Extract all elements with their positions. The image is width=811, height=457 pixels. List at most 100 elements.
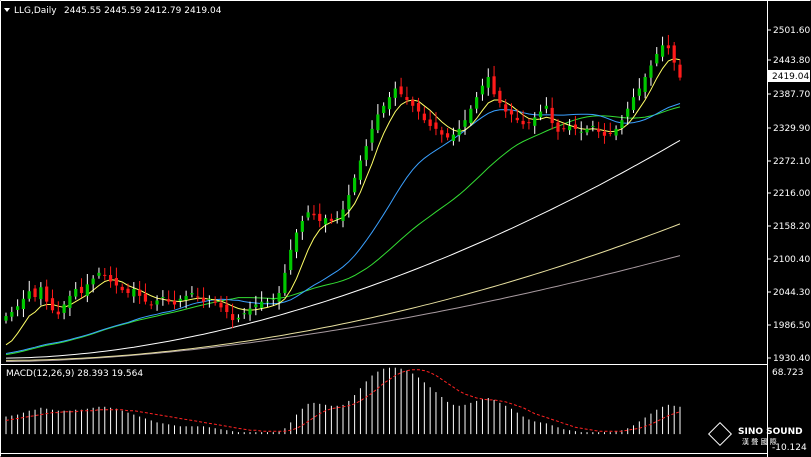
- candle-body: [463, 120, 467, 127]
- candle: [201, 287, 206, 308]
- candle-body: [265, 301, 270, 303]
- candle: [329, 213, 333, 224]
- candle-body: [382, 105, 386, 114]
- candle-body: [655, 53, 659, 64]
- menu-triangle-icon[interactable]: [4, 8, 10, 12]
- candle: [655, 47, 659, 67]
- candle-body: [353, 177, 357, 193]
- candle-body: [201, 297, 206, 302]
- candle-body: [120, 286, 124, 291]
- candle-body: [306, 212, 310, 218]
- candle-body: [445, 133, 450, 138]
- candle-body: [213, 301, 217, 303]
- candle-body: [631, 97, 636, 111]
- candle: [353, 174, 357, 196]
- candle-body: [33, 288, 37, 298]
- candle-body: [573, 124, 578, 129]
- candle-body: [236, 317, 241, 320]
- candle: [56, 301, 60, 319]
- candle-body: [149, 304, 153, 306]
- candle-body: [271, 298, 275, 300]
- candle: [114, 267, 118, 294]
- candle-body: [260, 301, 264, 308]
- candle-body: [138, 289, 142, 296]
- candle: [562, 123, 566, 132]
- candle: [568, 119, 572, 135]
- logo-diamond-icon: [707, 421, 733, 447]
- candle-body: [50, 298, 55, 311]
- logo-name: SINO SOUND: [738, 427, 803, 437]
- candle: [370, 120, 374, 151]
- candle-body: [544, 105, 548, 109]
- candle-body: [416, 103, 421, 112]
- candle: [579, 121, 583, 141]
- candle-body: [231, 314, 235, 321]
- candle: [387, 91, 392, 116]
- candle-body: [626, 108, 630, 117]
- candle: [347, 184, 351, 218]
- tick-label: 2044.30: [773, 288, 810, 298]
- candle-body: [341, 209, 345, 221]
- candle: [294, 229, 299, 259]
- candle: [591, 120, 595, 132]
- candle-body: [579, 131, 583, 133]
- candle: [422, 106, 426, 124]
- candle-body: [672, 45, 676, 63]
- candle-body: [358, 160, 363, 180]
- candle: [132, 282, 136, 303]
- candle: [103, 267, 107, 281]
- candle: [4, 312, 8, 324]
- candle: [62, 301, 66, 320]
- ma-tan-line: [6, 223, 681, 361]
- candle-body: [527, 122, 531, 124]
- candle-body: [620, 120, 624, 129]
- macd-panel: [5, 367, 681, 435]
- candle-body: [405, 97, 409, 101]
- candle-body: [498, 90, 502, 103]
- candle-body: [172, 300, 177, 305]
- candle: [21, 290, 26, 318]
- candle-body: [318, 213, 322, 221]
- candle: [515, 109, 519, 124]
- candle: [39, 282, 43, 306]
- candle: [637, 78, 641, 101]
- tick-label: 2387.70: [773, 90, 810, 100]
- candle: [149, 300, 153, 310]
- candle-body: [585, 128, 589, 133]
- candle: [74, 282, 78, 300]
- candle: [405, 86, 409, 105]
- candle: [341, 200, 345, 228]
- candle: [120, 283, 124, 293]
- tick-label: 2329.90: [773, 124, 810, 134]
- candle-body: [167, 299, 171, 302]
- current-price-tag: [768, 70, 810, 82]
- candle-body: [428, 119, 432, 126]
- candle: [445, 128, 450, 141]
- candle: [597, 121, 601, 139]
- candle-body: [364, 146, 368, 160]
- candle-body: [591, 125, 595, 127]
- candle-body: [335, 218, 339, 220]
- macd-label: MACD(12,26,9) 28.393 19.564: [6, 369, 143, 379]
- candle: [678, 59, 682, 81]
- candle-body: [161, 297, 165, 299]
- candle-body: [79, 286, 84, 293]
- candle: [382, 102, 386, 118]
- candle: [457, 120, 461, 142]
- candle: [620, 115, 624, 135]
- candle: [68, 290, 72, 317]
- candle-body: [469, 108, 473, 123]
- candle-body: [97, 272, 101, 276]
- candle: [161, 290, 165, 306]
- candle-body: [451, 134, 455, 141]
- candle: [172, 290, 177, 310]
- candle: [631, 88, 636, 113]
- candle-body: [114, 278, 118, 286]
- ma-white-line: [5, 139, 681, 359]
- candle-body: [74, 288, 78, 297]
- candle-body: [602, 131, 607, 136]
- candle: [108, 266, 113, 288]
- candle: [97, 267, 101, 279]
- candle-body: [219, 302, 223, 308]
